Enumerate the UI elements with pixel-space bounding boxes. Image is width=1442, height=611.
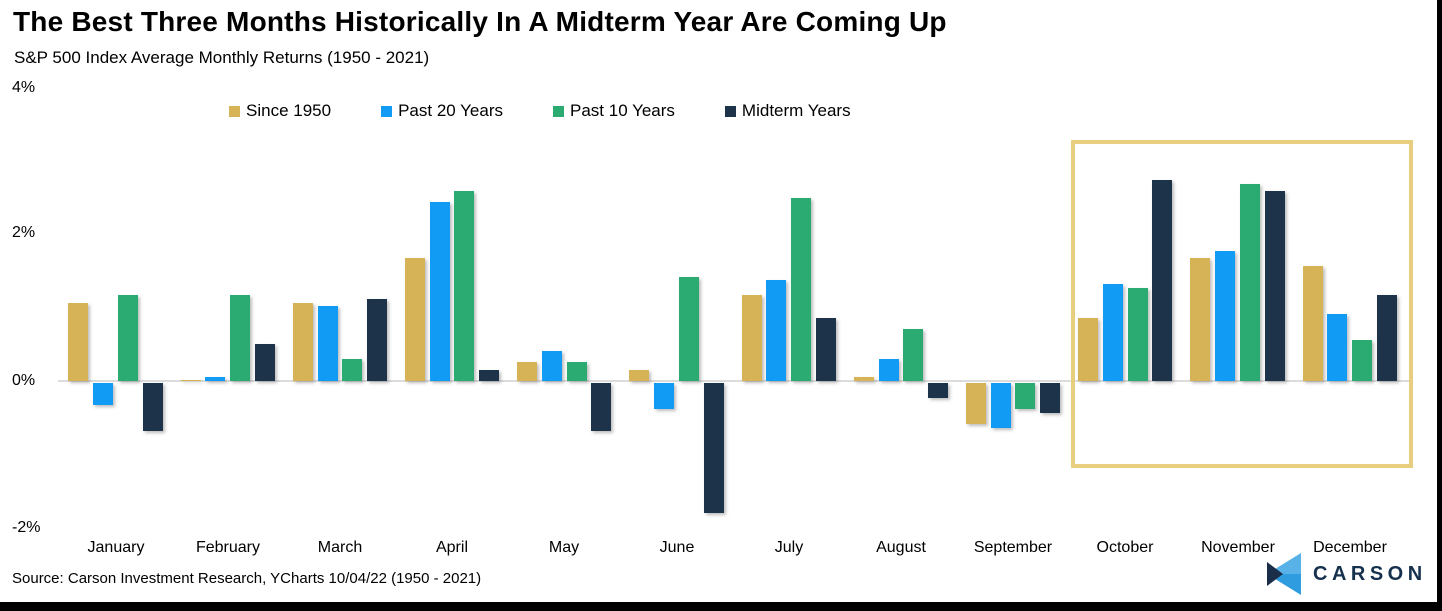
x-axis-label-november: November <box>1201 539 1275 556</box>
bar-midterm-years-december <box>1377 295 1397 381</box>
bar-midterm-years-july <box>816 318 836 381</box>
bar-midterm-years-november <box>1265 191 1285 381</box>
x-axis-label-august: August <box>876 539 926 556</box>
bar-since-1950-june <box>629 370 649 381</box>
bar-past-10-years-november <box>1240 184 1260 381</box>
bar-past-10-years-march <box>342 359 362 381</box>
bar-past-20-years-august <box>879 359 899 381</box>
zero-axis-line <box>58 380 1412 382</box>
x-axis-label-may: May <box>548 539 580 556</box>
bar-past-10-years-january <box>118 295 138 381</box>
x-axis-label-december: December <box>1313 539 1387 556</box>
bar-past-20-years-september <box>991 383 1011 428</box>
bar-since-1950-october <box>1078 318 1098 381</box>
bar-past-10-years-june <box>679 277 699 381</box>
x-axis-label-june: June <box>659 539 695 556</box>
carson-logo-text: CARSON <box>1313 562 1427 585</box>
y-axis-tick-4: 4% <box>12 79 36 96</box>
bar-midterm-years-october <box>1152 180 1172 381</box>
bar-since-1950-january <box>68 303 88 381</box>
x-axis-label-july: July <box>774 539 804 556</box>
bar-past-10-years-april <box>454 191 474 381</box>
bar-since-1950-december <box>1303 266 1323 381</box>
bar-since-1950-april <box>405 258 425 381</box>
page-title: The Best Three Months Historically In A … <box>13 6 947 37</box>
bar-past-20-years-october <box>1103 284 1123 381</box>
legend-item-past-10-years: Past 10 Years <box>553 101 675 121</box>
bar-past-20-years-november <box>1215 251 1235 381</box>
bar-past-20-years-february <box>205 377 225 381</box>
bar-past-10-years-august <box>903 329 923 381</box>
bar-since-1950-september <box>966 383 986 424</box>
bar-since-1950-august <box>854 377 874 381</box>
bar-past-10-years-october <box>1128 288 1148 381</box>
bar-past-20-years-december <box>1327 314 1347 381</box>
right-border-bar <box>1437 0 1442 611</box>
legend-item-past-20-years: Past 20 Years <box>381 101 503 121</box>
bar-midterm-years-june <box>704 383 724 513</box>
bar-past-10-years-september <box>1015 383 1035 409</box>
carson-logo-mark-icon <box>1267 553 1301 595</box>
bar-midterm-years-april <box>479 370 499 381</box>
bar-past-20-years-april <box>430 202 450 381</box>
legend-item-since-1950: Since 1950 <box>229 101 331 121</box>
highlight-box-oct-nov-dec <box>1071 140 1413 468</box>
bar-midterm-years-february <box>255 344 275 381</box>
bar-past-10-years-july <box>791 198 811 381</box>
bar-midterm-years-march <box>367 299 387 381</box>
y-axis-tick-2: 2% <box>12 224 36 241</box>
bar-since-1950-july <box>742 295 762 381</box>
bottom-border-bar <box>0 602 1442 611</box>
legend-swatch-icon <box>381 105 393 117</box>
bar-midterm-years-september <box>1040 383 1060 413</box>
x-axis-label-october: October <box>1096 539 1154 556</box>
legend-item-midterm-years: Midterm Years <box>724 101 851 121</box>
chart-legend: Since 1950 Past 20 Years Past 10 Years M… <box>229 101 851 121</box>
x-axis-label-september: September <box>973 539 1053 556</box>
bar-midterm-years-may <box>591 383 611 431</box>
bar-since-1950-november <box>1190 258 1210 381</box>
chart-subtitle: S&P 500 Index Average Monthly Returns (1… <box>14 48 430 67</box>
legend-label: Midterm Years <box>741 101 851 120</box>
legend-label: Past 20 Years <box>398 101 503 120</box>
y-axis-tick-0: 0% <box>12 372 36 389</box>
x-axis-label-january: January <box>87 539 145 556</box>
bar-since-1950-may <box>517 362 537 381</box>
bar-midterm-years-january <box>143 383 163 431</box>
legend-swatch-icon <box>229 105 240 117</box>
bar-past-20-years-march <box>318 306 338 381</box>
legend-swatch-icon <box>553 105 564 117</box>
legend-swatch-icon <box>724 105 736 117</box>
legend-label: Since 1950 <box>246 101 332 120</box>
x-axis-label-february: February <box>195 539 261 556</box>
source-text: Source: Carson Investment Research, YCha… <box>12 570 482 587</box>
legend-label: Past 10 Years <box>570 101 675 120</box>
y-axis-tick-neg2: -2% <box>12 519 41 536</box>
x-axis-label-april: April <box>435 539 468 556</box>
bar-past-20-years-july <box>766 280 786 381</box>
bar-since-1950-march <box>293 303 313 381</box>
carson-logo: CARSON <box>1267 553 1427 595</box>
bar-past-10-years-february <box>230 295 250 381</box>
bar-past-20-years-may <box>542 351 562 381</box>
bar-past-10-years-may <box>567 362 587 381</box>
bar-past-20-years-january <box>93 383 113 405</box>
bar-since-1950-february <box>181 380 201 381</box>
bar-past-20-years-june <box>654 383 674 409</box>
x-axis-label-march: March <box>317 539 363 556</box>
bar-past-10-years-december <box>1352 340 1372 381</box>
bar-midterm-years-august <box>928 383 948 398</box>
